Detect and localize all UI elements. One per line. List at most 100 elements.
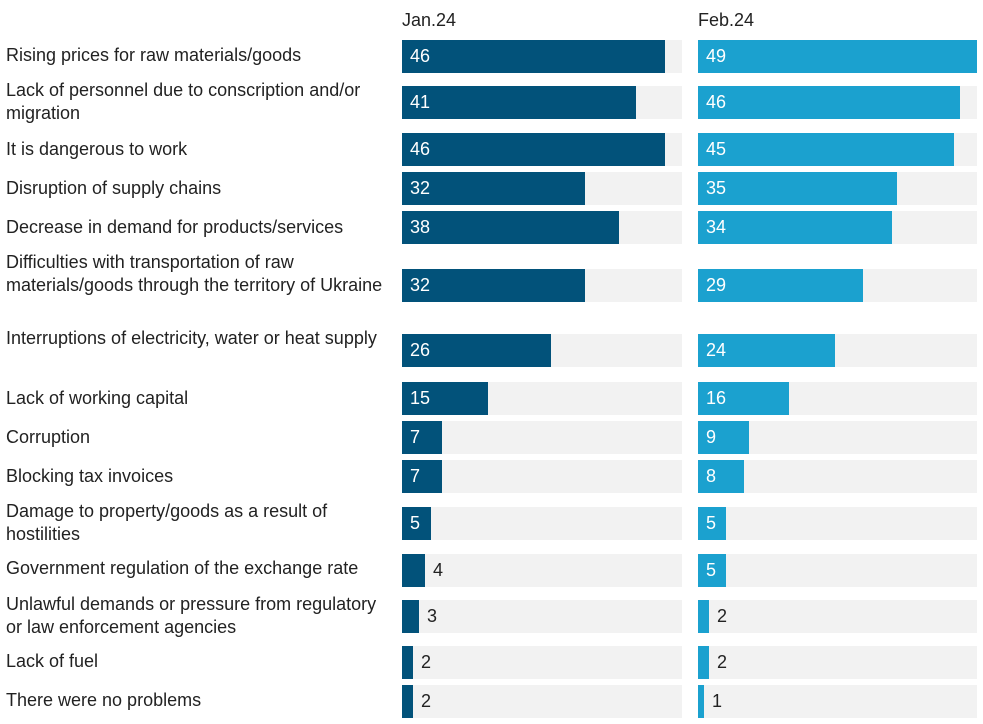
bar-track: 2 bbox=[402, 646, 682, 679]
bar bbox=[402, 507, 431, 540]
category-label: Corruption bbox=[6, 427, 91, 447]
data-label: 4 bbox=[433, 560, 444, 580]
data-label: 5 bbox=[410, 513, 421, 533]
bar bbox=[698, 460, 744, 493]
data-label: 26 bbox=[410, 340, 431, 360]
bar bbox=[698, 172, 897, 205]
bar bbox=[698, 334, 835, 367]
bar-track: 16 bbox=[698, 382, 977, 415]
bar-track: 5 bbox=[698, 554, 977, 587]
bar bbox=[402, 421, 442, 454]
data-label: 49 bbox=[706, 46, 727, 66]
data-label: 32 bbox=[410, 275, 431, 295]
bar-track: 34 bbox=[698, 211, 977, 244]
bar-track: 24 bbox=[698, 334, 977, 367]
bar bbox=[402, 133, 665, 166]
category-label: Disruption of supply chains bbox=[6, 178, 222, 198]
bar bbox=[698, 507, 726, 540]
data-label: 35 bbox=[706, 178, 727, 198]
bar-track: 8 bbox=[698, 460, 977, 493]
bar-track: 7 bbox=[402, 460, 682, 493]
bar bbox=[402, 86, 636, 119]
bar bbox=[698, 554, 726, 587]
bar bbox=[698, 382, 789, 415]
data-label: 1 bbox=[712, 691, 723, 711]
bar-track: 32 bbox=[402, 172, 682, 205]
bar-track: 46 bbox=[402, 133, 682, 166]
bar bbox=[698, 600, 709, 633]
bar bbox=[698, 646, 709, 679]
data-label: 2 bbox=[717, 606, 728, 626]
data-label: 24 bbox=[706, 340, 727, 360]
category-label: Lack of personnel due to conscription an… bbox=[6, 80, 361, 123]
category-label: Lack of fuel bbox=[6, 651, 99, 671]
data-label: 29 bbox=[706, 275, 727, 295]
category-label: Difficulties with transportation of raw … bbox=[6, 252, 383, 295]
bar bbox=[698, 685, 704, 718]
bar-track: 35 bbox=[698, 172, 977, 205]
bar-track: 41 bbox=[402, 86, 682, 119]
category-label: Government regulation of the exchange ra… bbox=[6, 558, 359, 578]
bar bbox=[698, 269, 863, 302]
data-label: 15 bbox=[410, 388, 431, 408]
bar-track: 2 bbox=[698, 646, 977, 679]
data-label: 7 bbox=[410, 427, 421, 447]
bar bbox=[402, 460, 442, 493]
bar bbox=[698, 86, 960, 119]
data-label: 34 bbox=[706, 217, 727, 237]
bar-track: 26 bbox=[402, 334, 682, 367]
category-label: Blocking tax invoices bbox=[6, 466, 174, 486]
data-label: 2 bbox=[421, 691, 432, 711]
data-label: 38 bbox=[410, 217, 431, 237]
data-label: 5 bbox=[706, 560, 717, 580]
category-label: Lack of working capital bbox=[6, 388, 189, 408]
bar-track: 46 bbox=[402, 40, 682, 73]
bar-track: 5 bbox=[698, 507, 977, 540]
bar bbox=[402, 646, 413, 679]
bar bbox=[402, 382, 488, 415]
category-label: Damage to property/goods as a result of … bbox=[6, 501, 328, 544]
data-label: 3 bbox=[427, 606, 438, 626]
bar-track: 9 bbox=[698, 421, 977, 454]
category-label: Unlawful demands or pressure from regula… bbox=[6, 594, 377, 637]
bar bbox=[402, 600, 419, 633]
data-label: 2 bbox=[421, 652, 432, 672]
data-label: 46 bbox=[410, 46, 431, 66]
data-label: 32 bbox=[410, 178, 431, 198]
data-label: 46 bbox=[706, 92, 727, 112]
bar bbox=[402, 40, 665, 73]
series-title-1: Feb.24 bbox=[698, 10, 755, 30]
category-label: Interruptions of electricity, water or h… bbox=[6, 328, 377, 348]
data-label: 9 bbox=[706, 427, 717, 447]
bar bbox=[698, 421, 749, 454]
data-label: 7 bbox=[410, 466, 421, 486]
bar-track: 4 bbox=[402, 554, 682, 587]
data-label: 5 bbox=[706, 513, 717, 533]
bar-track: 2 bbox=[402, 685, 682, 718]
bar-track: 15 bbox=[402, 382, 682, 415]
bar-track: 1 bbox=[698, 685, 977, 718]
data-label: 2 bbox=[717, 652, 728, 672]
series-title-0: Jan.24 bbox=[402, 10, 457, 30]
bar-track: 45 bbox=[698, 133, 977, 166]
bar bbox=[402, 685, 413, 718]
bar bbox=[402, 172, 585, 205]
data-label: 8 bbox=[706, 466, 717, 486]
bar-track: 5 bbox=[402, 507, 682, 540]
bar bbox=[402, 334, 551, 367]
bar bbox=[698, 40, 977, 73]
bar-track: 38 bbox=[402, 211, 682, 244]
data-label: 16 bbox=[706, 388, 727, 408]
data-label: 46 bbox=[410, 139, 431, 159]
data-label: 41 bbox=[410, 92, 431, 112]
category-label: Decrease in demand for products/services bbox=[6, 217, 344, 237]
bar-track: 2 bbox=[698, 600, 977, 633]
category-label: Rising prices for raw materials/goods bbox=[6, 45, 302, 65]
bar-track: 46 bbox=[698, 86, 977, 119]
bar bbox=[402, 269, 585, 302]
bar-track: 3 bbox=[402, 600, 682, 633]
bar bbox=[698, 133, 954, 166]
bar bbox=[402, 211, 619, 244]
category-label: It is dangerous to work bbox=[6, 139, 188, 159]
bar bbox=[698, 211, 892, 244]
